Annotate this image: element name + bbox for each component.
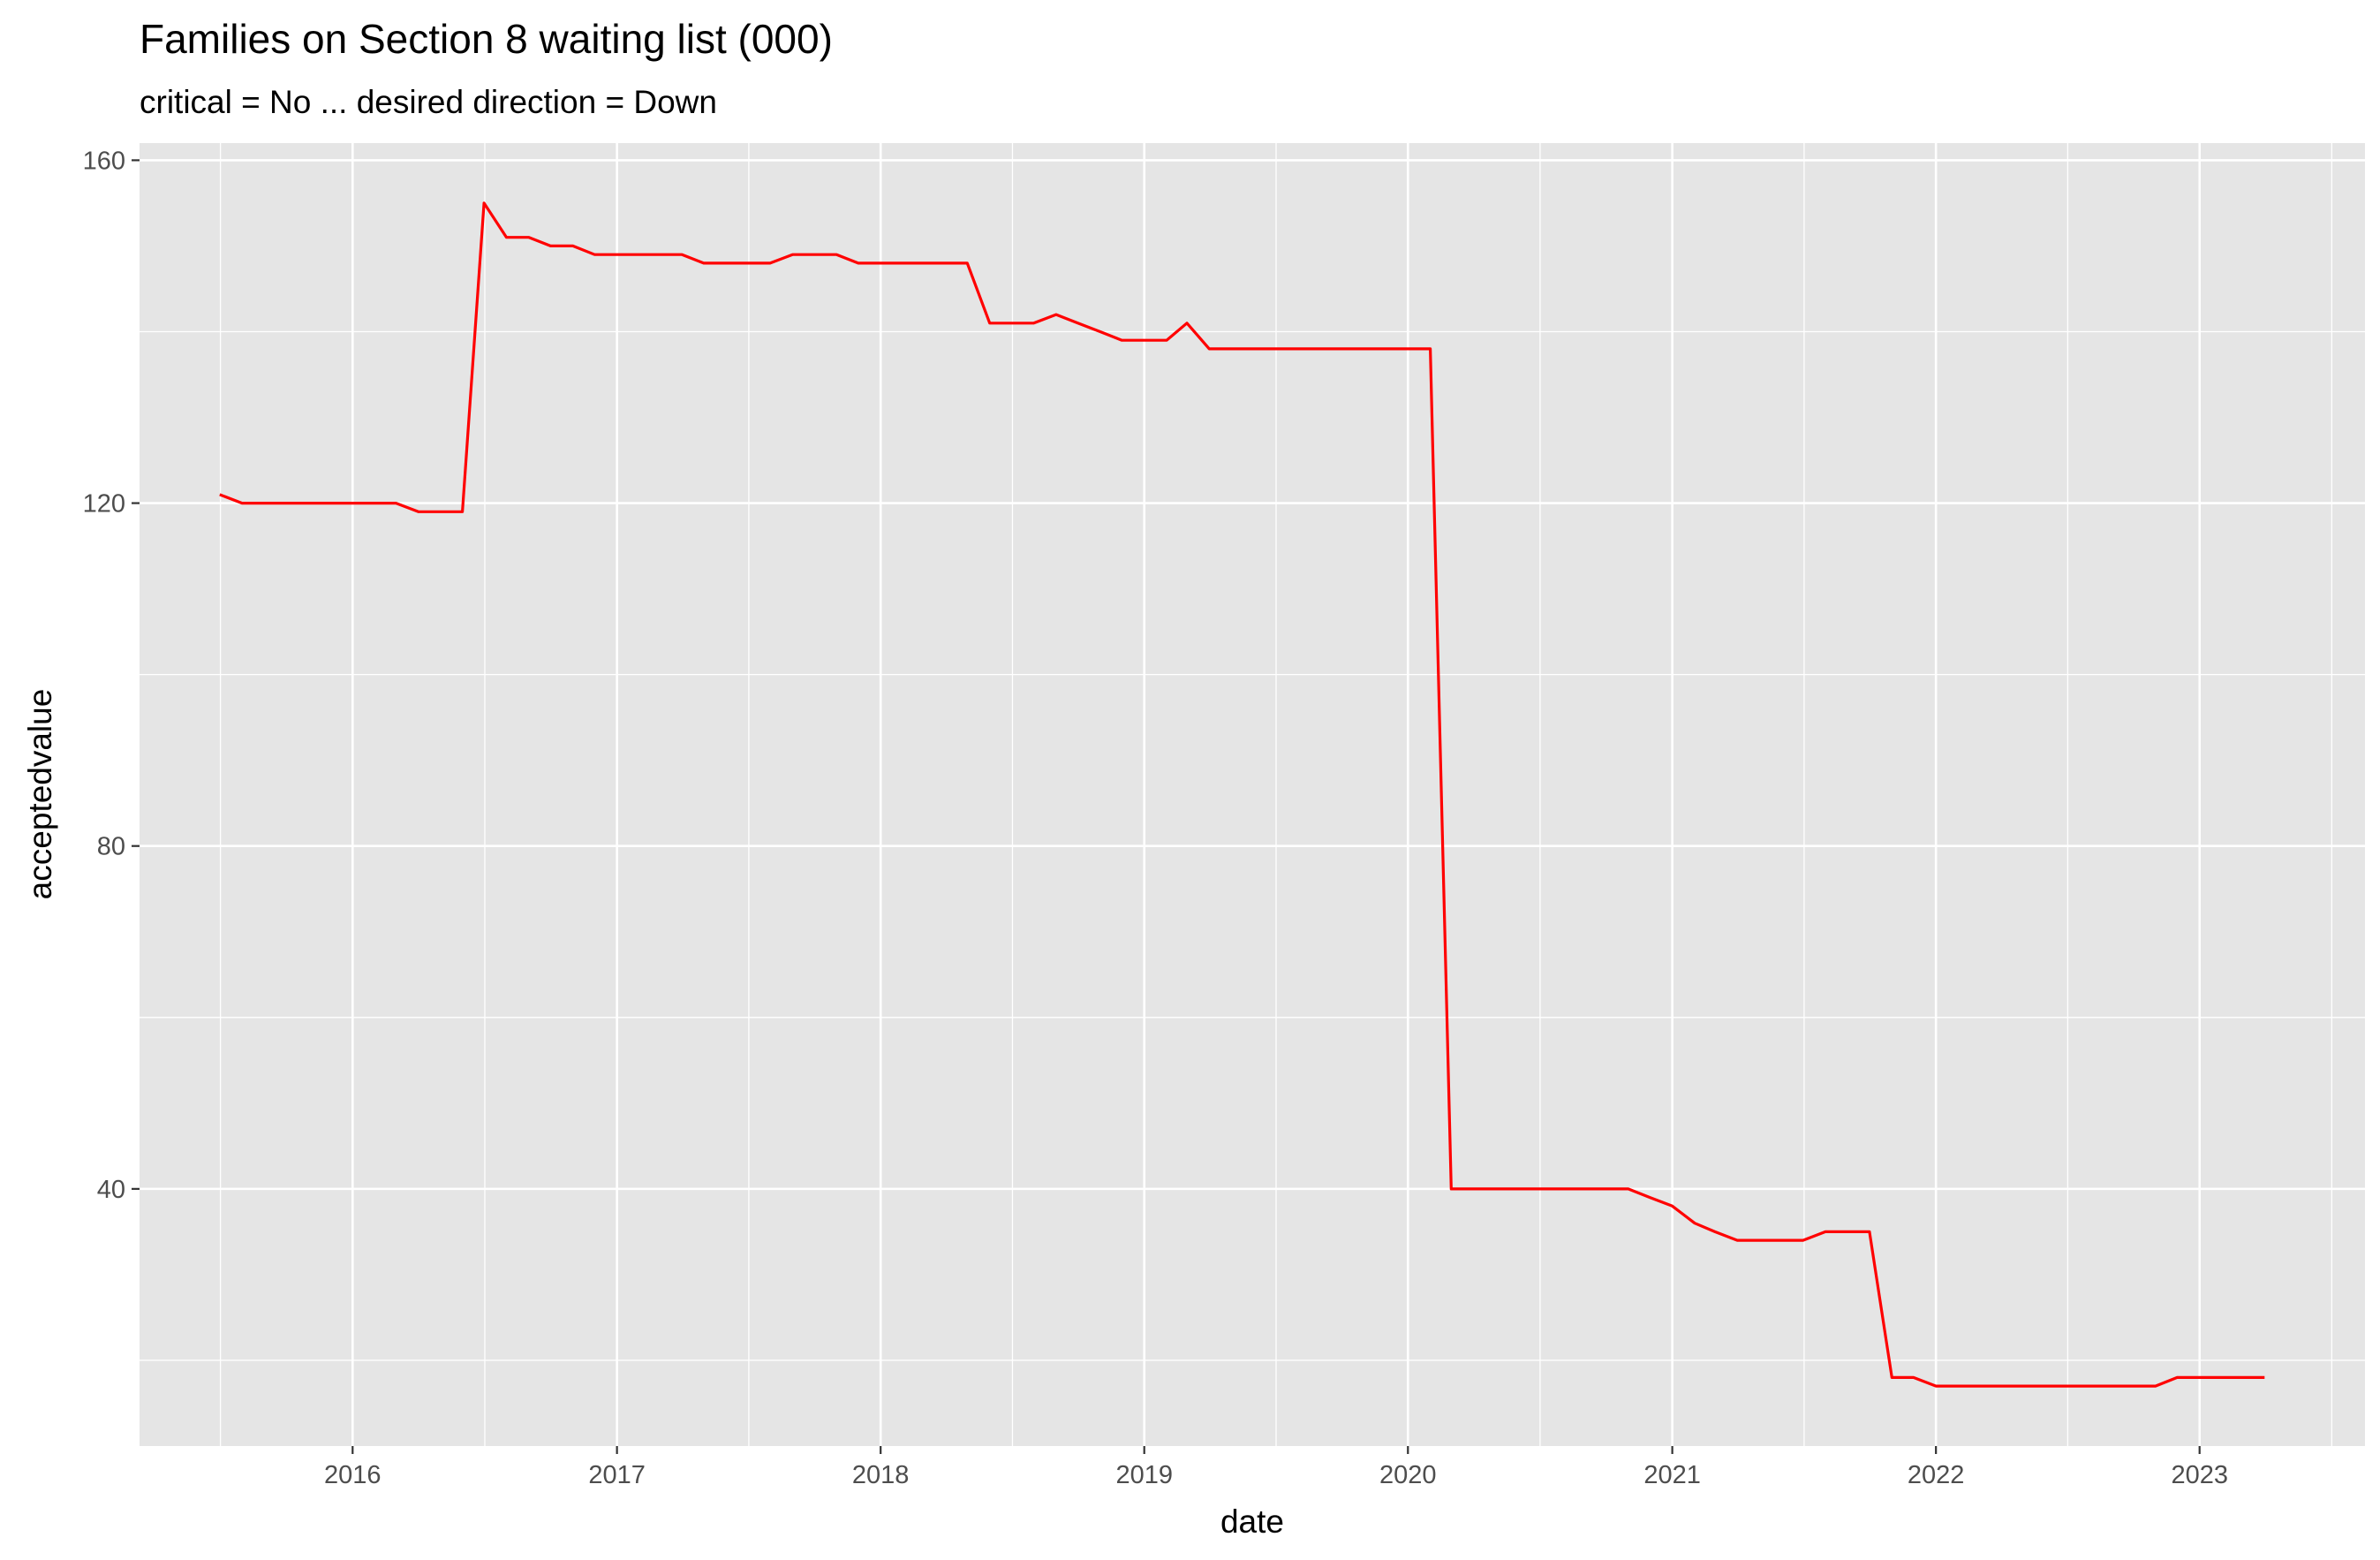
x-tick-label: 2019: [1115, 1461, 1173, 1489]
y-tick-label: 40: [97, 1176, 125, 1204]
minor-gridlines: [140, 143, 2365, 1446]
x-axis-title: date: [1220, 1503, 1284, 1540]
x-tick-label: 2023: [2171, 1461, 2228, 1489]
plot-panel: [140, 143, 2365, 1446]
series-layer: [219, 201, 2265, 1388]
chart-title: Families on Section 8 waiting list (000): [140, 16, 833, 62]
x-tick-label: 2021: [1643, 1461, 1701, 1489]
x-tick-label: 2018: [852, 1461, 910, 1489]
major-gridlines: [140, 143, 2365, 1446]
series-line: [219, 201, 2265, 1388]
y-axis-title: acceptedvalue: [22, 689, 58, 900]
x-tick-label: 2016: [324, 1461, 382, 1489]
x-axis: 2016 2017 2018 2019 2020 2021 2022 2023: [324, 1446, 2228, 1489]
x-tick-label: 2017: [588, 1461, 646, 1489]
y-tick-label: 120: [83, 490, 125, 519]
y-tick-label: 160: [83, 147, 125, 175]
chart-subtitle: critical = No ... desired direction = Do…: [140, 84, 717, 120]
x-tick-label: 2020: [1379, 1461, 1437, 1489]
x-tick-label: 2022: [1908, 1461, 1965, 1489]
y-axis: 40 80 120 160: [83, 147, 140, 1204]
y-tick-label: 80: [97, 833, 125, 861]
